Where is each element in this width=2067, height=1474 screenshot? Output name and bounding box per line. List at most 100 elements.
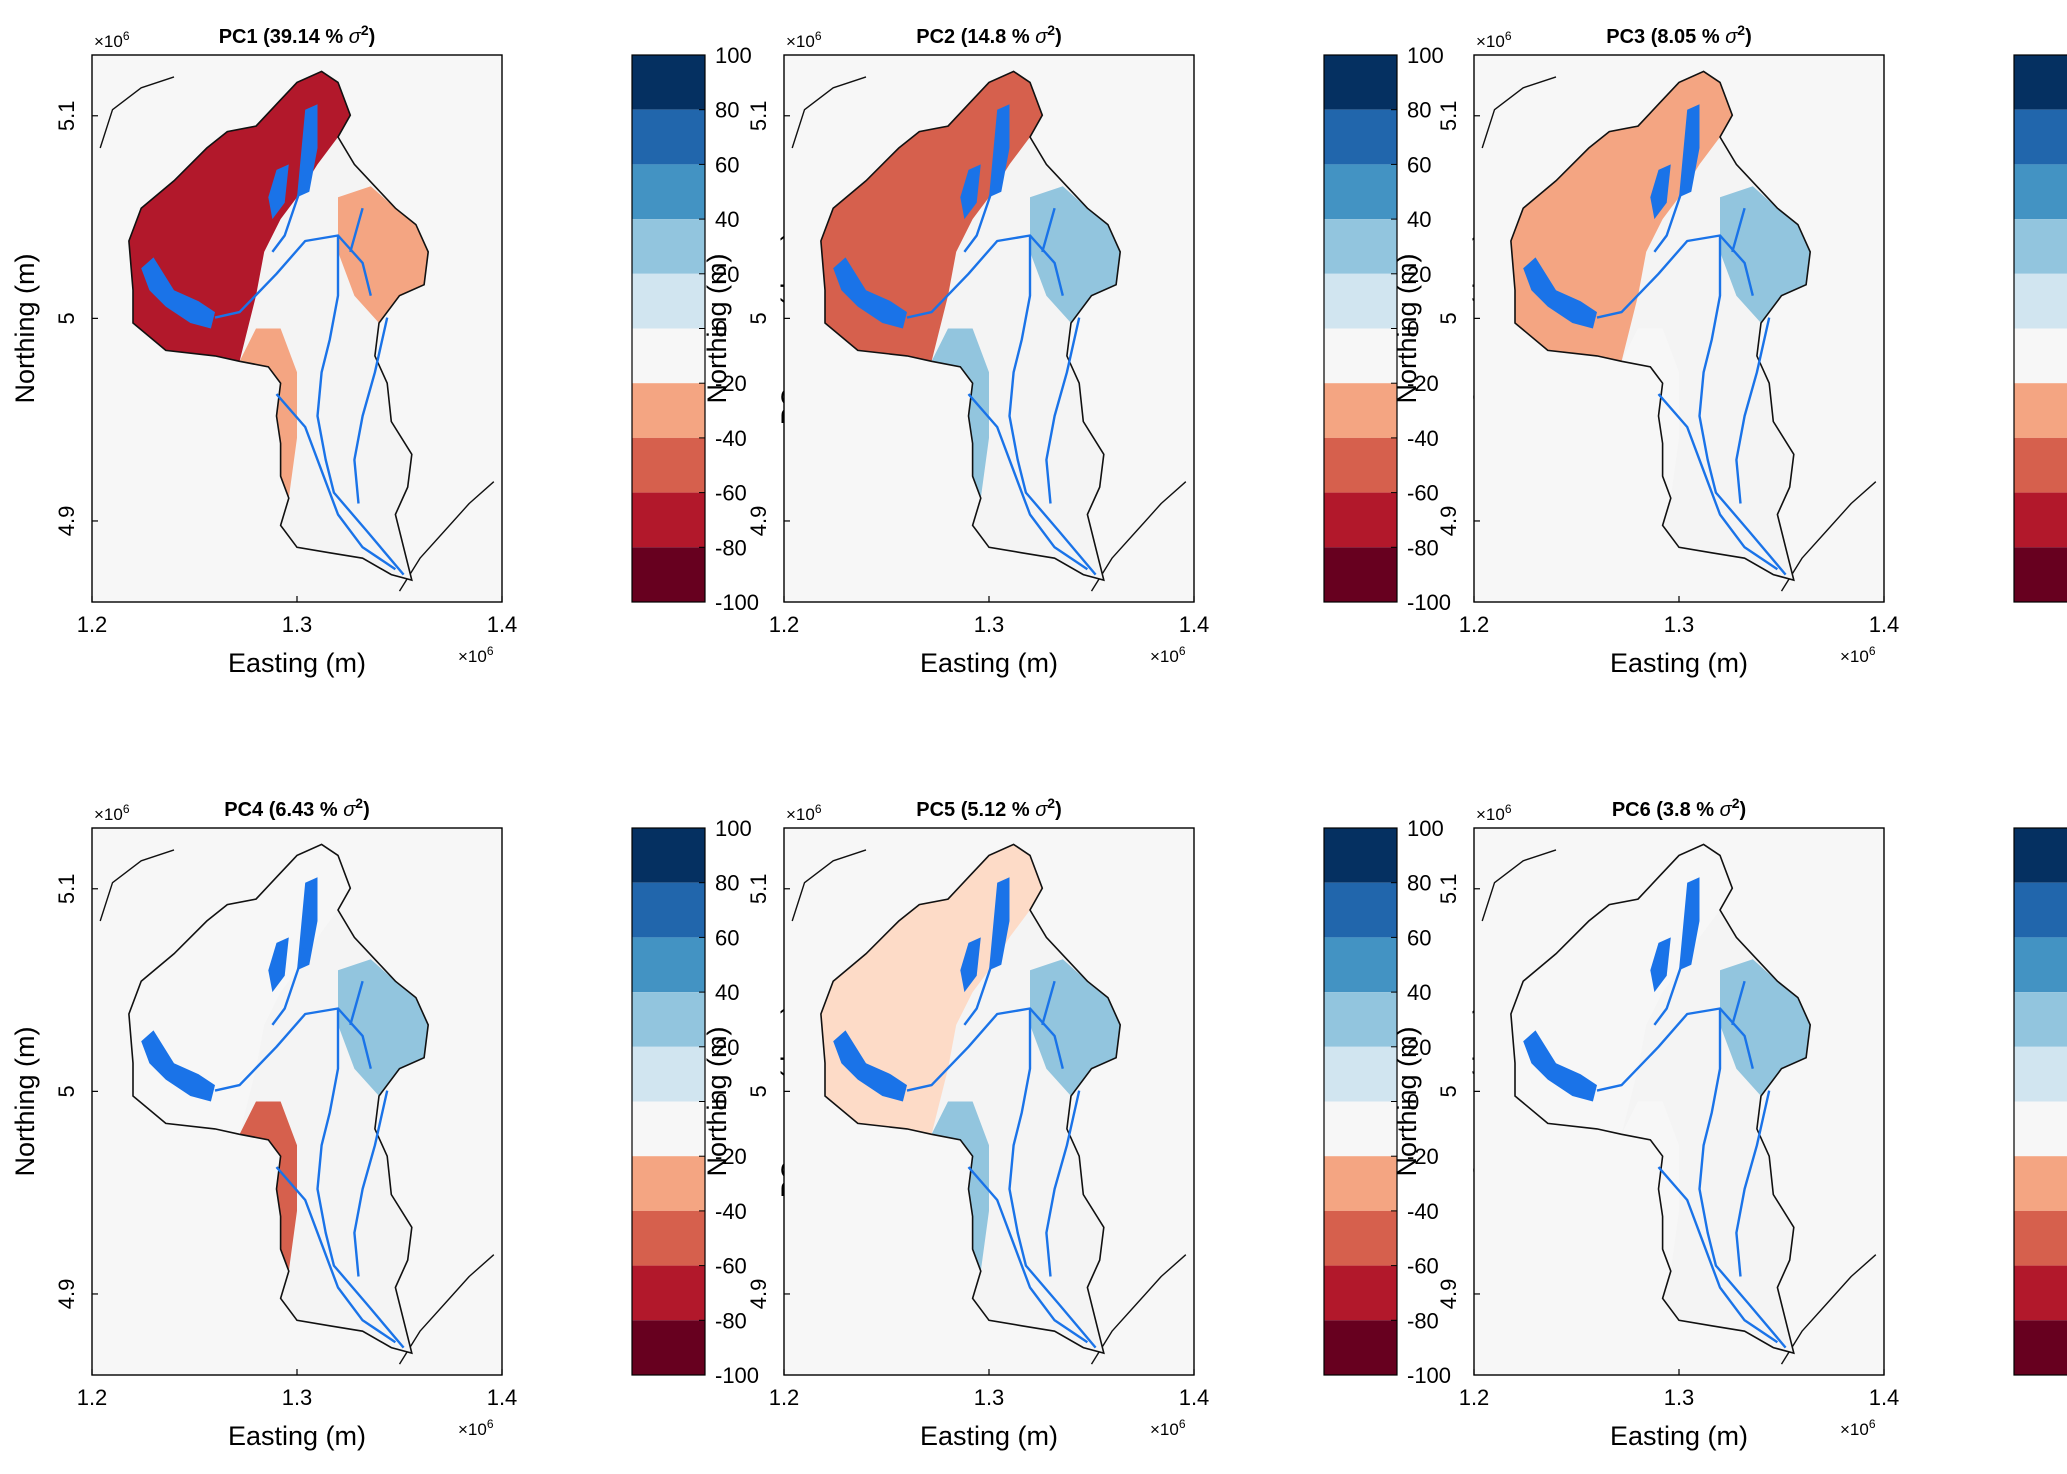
pc-panel-2: 1.2 1.3 1.4 4.9 5 5.1 ×106 ×106 Easting (m) North… bbox=[702, 22, 1498, 678]
basin-outline bbox=[1510, 843, 1812, 1355]
colorbar-tick-label: 20 bbox=[715, 262, 739, 287]
x-axis-label: Easting (m) bbox=[920, 1421, 1058, 1451]
y-tick-label: 5.1 bbox=[54, 873, 79, 904]
colorbar-bin bbox=[1324, 109, 1397, 165]
y-tick-label: 5 bbox=[1436, 312, 1461, 324]
lake bbox=[960, 164, 981, 220]
colorbar-tick-label: 80 bbox=[715, 98, 739, 123]
colorbar-tick-label: -40 bbox=[1407, 426, 1439, 451]
river bbox=[1731, 207, 1746, 253]
x-exponent: ×106 bbox=[458, 1417, 494, 1439]
colorbar-bin bbox=[2014, 109, 2067, 165]
colorbar-bin bbox=[1324, 1210, 1397, 1266]
y-exponent: ×106 bbox=[94, 29, 130, 51]
x-tick-label: 1.4 bbox=[487, 1385, 518, 1410]
river bbox=[1041, 980, 1056, 1026]
coastline bbox=[1780, 1254, 1877, 1365]
colorbar-tick-label: -20 bbox=[1407, 371, 1439, 396]
y-axis-label: Northing (m) bbox=[1392, 253, 1422, 403]
map-area bbox=[92, 828, 502, 1375]
colorbar-tick-label: 100 bbox=[1407, 43, 1444, 68]
river bbox=[1045, 1090, 1081, 1277]
colorbar-tick-label: 100 bbox=[715, 43, 752, 68]
river bbox=[275, 1166, 397, 1344]
colorbar-tick-label: 60 bbox=[715, 152, 739, 177]
colorbar-tick-label: 40 bbox=[1407, 207, 1431, 232]
y-tick-label: 4.9 bbox=[746, 506, 771, 537]
colorbar-bin bbox=[632, 219, 705, 274]
x-tick-label: 1.2 bbox=[1459, 612, 1490, 637]
map-area bbox=[1474, 55, 1884, 602]
colorbar-bin bbox=[632, 828, 705, 883]
panel-title: PC4 (6.43 % σ2) bbox=[224, 795, 369, 821]
pc-panel-3: 1.2 1.3 1.4 4.9 5 5.1 ×106 ×106 Easting (m) North… bbox=[1392, 22, 2067, 678]
score-region-east bbox=[338, 186, 429, 323]
lake bbox=[960, 937, 981, 993]
colorbar-bin bbox=[632, 109, 705, 165]
y-exponent: ×106 bbox=[1476, 29, 1512, 51]
map-area bbox=[1474, 828, 1884, 1375]
score-region-south bbox=[1621, 1101, 1679, 1272]
score-region-west bbox=[820, 844, 1043, 1135]
colorbar-bin bbox=[632, 1156, 705, 1211]
colorbar-bin bbox=[2014, 937, 2067, 993]
x-tick-label: 1.3 bbox=[1664, 1385, 1695, 1410]
x-tick-label: 1.3 bbox=[974, 612, 1005, 637]
river bbox=[967, 1166, 1089, 1344]
map-area bbox=[784, 55, 1194, 602]
colorbar-bin bbox=[2014, 164, 2067, 220]
colorbar-bin bbox=[1324, 1320, 1397, 1375]
river bbox=[1045, 317, 1081, 504]
x-axis-label: Easting (m) bbox=[1610, 1421, 1748, 1451]
colorbar-bin bbox=[1324, 164, 1397, 220]
pc-panel-6: 1.2 1.3 1.4 4.9 5 5.1 ×106 ×106 Easting (m) North… bbox=[1392, 795, 2067, 1451]
score-region-south bbox=[1621, 328, 1679, 499]
score-region-west bbox=[128, 71, 351, 362]
lake bbox=[297, 104, 318, 198]
basin-outline bbox=[128, 843, 430, 1355]
colorbar-bin bbox=[632, 992, 705, 1047]
colorbar-bin bbox=[632, 437, 705, 493]
river bbox=[1653, 174, 1689, 253]
score-region-east bbox=[1030, 186, 1121, 323]
colorbar-bin bbox=[632, 492, 705, 548]
river bbox=[1735, 317, 1771, 504]
coastline bbox=[398, 1254, 495, 1365]
x-tick-label: 1.4 bbox=[487, 612, 518, 637]
y-tick-label: 4.9 bbox=[1436, 506, 1461, 537]
river bbox=[271, 174, 307, 253]
colorbar-tick-label: 60 bbox=[1407, 152, 1431, 177]
river bbox=[963, 174, 999, 253]
x-tick-label: 1.3 bbox=[282, 1385, 313, 1410]
river bbox=[1698, 235, 1787, 576]
x-tick-label: 1.4 bbox=[1869, 612, 1900, 637]
x-axis-label: Easting (m) bbox=[228, 648, 366, 678]
colorbar-bin bbox=[632, 1101, 705, 1157]
coastline bbox=[1481, 76, 1557, 149]
basin-outline bbox=[820, 843, 1122, 1355]
lake bbox=[1650, 937, 1671, 993]
colorbar-bin bbox=[1324, 55, 1397, 110]
colorbar-tick-label: 0 bbox=[715, 317, 727, 342]
colorbar-tick-label: -20 bbox=[715, 371, 747, 396]
panel-title: PC3 (8.05 % σ2) bbox=[1606, 22, 1751, 48]
panel-title: PC2 (14.8 % σ2) bbox=[916, 22, 1061, 48]
colorbar-tick-label: 60 bbox=[715, 925, 739, 950]
colorbar-bin bbox=[1324, 273, 1397, 329]
river bbox=[906, 234, 1064, 319]
colorbar-frame bbox=[2013, 827, 2067, 1376]
lake bbox=[268, 937, 289, 993]
colorbar-bin bbox=[632, 1210, 705, 1266]
y-axis-label: Northing (m) bbox=[702, 1026, 732, 1176]
lake bbox=[989, 104, 1010, 198]
y-tick-label: 5 bbox=[746, 1085, 771, 1097]
y-axis-label: Northing (m) bbox=[10, 253, 40, 403]
colorbar-tick-label: -40 bbox=[715, 1199, 747, 1224]
river bbox=[349, 207, 364, 253]
y-exponent: ×106 bbox=[94, 802, 130, 824]
colorbar-tick-label: -40 bbox=[715, 426, 747, 451]
colorbar-tick-label: -80 bbox=[1407, 535, 1439, 560]
colorbar-bin bbox=[2014, 328, 2067, 384]
y-tick-label: 5 bbox=[54, 1085, 79, 1097]
